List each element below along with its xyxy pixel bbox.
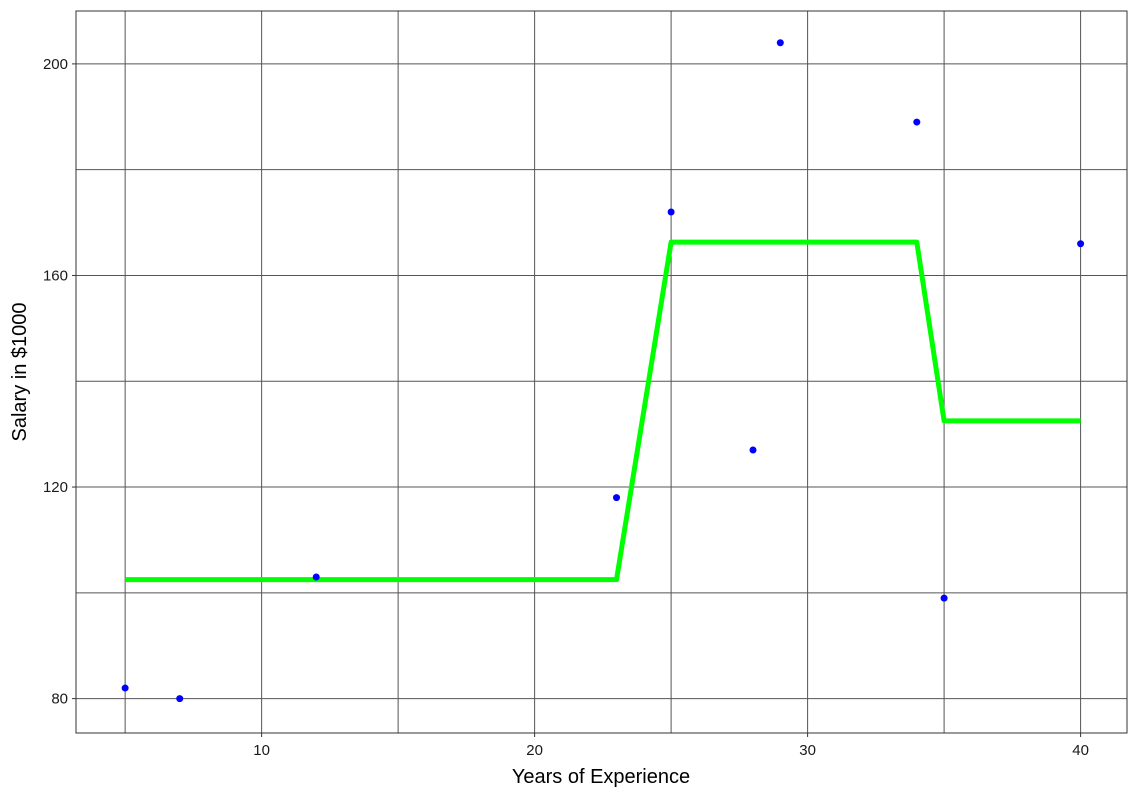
y-tick-label: 80 — [51, 691, 68, 708]
y-axis-title: Salary in $1000 — [9, 303, 31, 442]
series-layer — [121, 39, 1085, 703]
data-point — [613, 494, 621, 502]
y-tick-label: 120 — [43, 479, 68, 496]
x-tick-label: 40 — [1072, 742, 1089, 759]
data-point — [913, 118, 921, 126]
x-axis-title: Years of Experience — [512, 766, 690, 788]
data-point — [121, 684, 129, 692]
x-tick-label: 10 — [253, 742, 270, 759]
x-tick-label: 30 — [799, 742, 816, 759]
data-point — [667, 208, 675, 216]
data-point — [176, 695, 184, 703]
y-tick-label: 160 — [43, 267, 68, 284]
fitted-step-line — [125, 239, 1081, 583]
tick-labels: 10 20 30 40 80 120 160 200 — [43, 56, 1089, 759]
data-point — [940, 594, 948, 602]
data-point — [312, 573, 320, 581]
data-point — [749, 446, 757, 454]
x-tick-label: 20 — [526, 742, 543, 759]
grid — [76, 11, 1127, 733]
y-tick-label: 200 — [43, 56, 68, 73]
data-point — [1077, 240, 1085, 248]
plot-border — [75, 10, 1128, 734]
data-point — [776, 39, 784, 47]
